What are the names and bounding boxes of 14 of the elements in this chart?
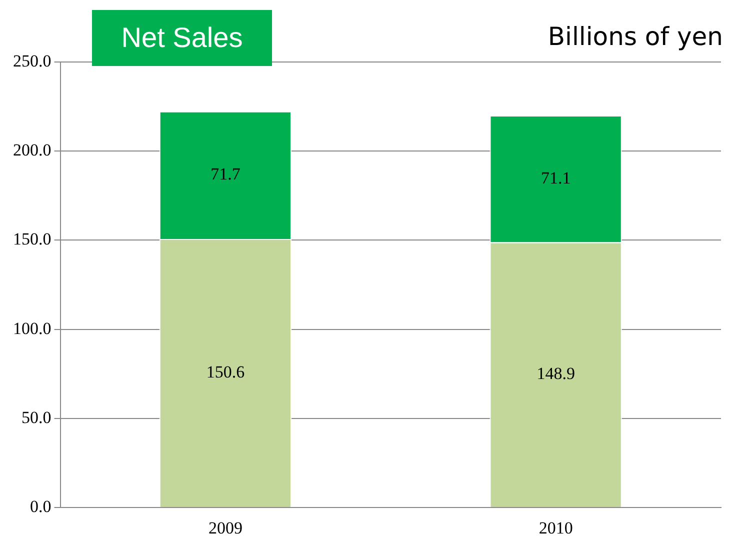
data-label: 150.6: [206, 362, 245, 382]
y-axis-title: Billions of yen: [548, 22, 723, 51]
y-tick-label: 150.0: [13, 230, 52, 249]
y-tick-label: 250.0: [13, 51, 52, 70]
x-tick-label: 2009: [208, 518, 242, 538]
data-label: 71.1: [540, 168, 571, 188]
y-tick-label: 100.0: [13, 318, 52, 338]
data-label: 71.7: [210, 164, 241, 184]
y-tick-label: 0.0: [30, 497, 52, 516]
chart-title: Net Sales: [92, 10, 272, 66]
y-tick-label: 200.0: [13, 140, 52, 160]
x-tick-label: 2010: [538, 518, 573, 538]
data-label: 148.9: [536, 364, 575, 384]
y-tick-label: 50.0: [22, 408, 52, 427]
